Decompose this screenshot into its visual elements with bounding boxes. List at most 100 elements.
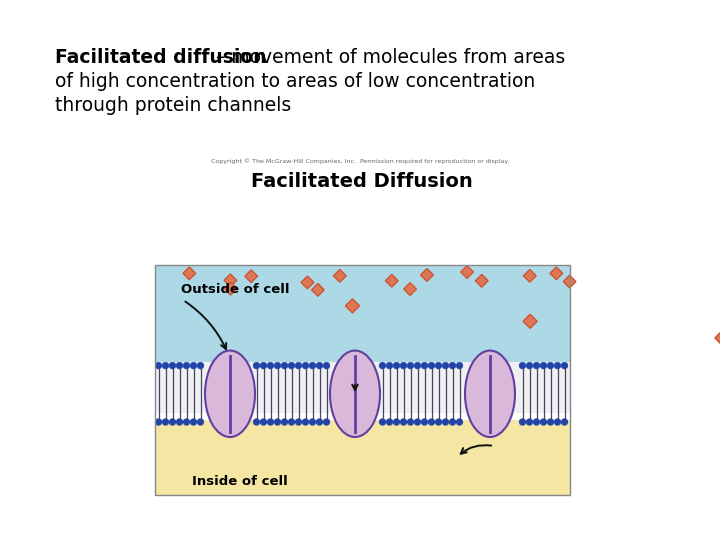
Text: Outside of cell: Outside of cell xyxy=(181,283,289,296)
Circle shape xyxy=(162,362,169,369)
Circle shape xyxy=(281,418,288,426)
Circle shape xyxy=(253,418,260,426)
Bar xyxy=(346,299,359,313)
Circle shape xyxy=(169,362,176,369)
Circle shape xyxy=(267,362,274,369)
Circle shape xyxy=(414,362,421,369)
Circle shape xyxy=(386,362,393,369)
Circle shape xyxy=(267,418,274,426)
Circle shape xyxy=(155,418,162,426)
Bar xyxy=(155,362,570,413)
Circle shape xyxy=(260,362,267,369)
Circle shape xyxy=(183,362,190,369)
Circle shape xyxy=(176,362,183,369)
Ellipse shape xyxy=(330,350,380,437)
Circle shape xyxy=(435,418,442,426)
Ellipse shape xyxy=(205,350,255,437)
Circle shape xyxy=(302,362,309,369)
Circle shape xyxy=(561,418,568,426)
Text: through protein channels: through protein channels xyxy=(55,96,292,115)
Circle shape xyxy=(162,418,169,426)
Circle shape xyxy=(253,362,260,369)
Bar xyxy=(155,420,570,495)
Bar xyxy=(155,265,570,368)
Circle shape xyxy=(519,418,526,426)
Circle shape xyxy=(407,418,414,426)
Circle shape xyxy=(449,362,456,369)
Bar xyxy=(404,282,416,295)
Circle shape xyxy=(428,418,435,426)
Circle shape xyxy=(260,418,267,426)
Circle shape xyxy=(281,362,288,369)
Circle shape xyxy=(526,362,533,369)
Bar xyxy=(312,284,324,296)
Circle shape xyxy=(533,362,540,369)
Bar xyxy=(183,267,196,280)
Circle shape xyxy=(155,362,162,369)
Circle shape xyxy=(295,418,302,426)
Circle shape xyxy=(169,418,176,426)
Circle shape xyxy=(442,418,449,426)
Circle shape xyxy=(442,362,449,369)
Circle shape xyxy=(274,362,281,369)
Circle shape xyxy=(414,418,421,426)
Circle shape xyxy=(533,418,540,426)
Circle shape xyxy=(540,418,547,426)
Bar xyxy=(550,267,562,280)
Circle shape xyxy=(456,418,463,426)
Circle shape xyxy=(176,418,183,426)
Circle shape xyxy=(309,362,316,369)
Circle shape xyxy=(456,362,463,369)
Circle shape xyxy=(288,362,295,369)
Circle shape xyxy=(288,418,295,426)
Circle shape xyxy=(323,362,330,369)
Bar xyxy=(715,331,720,345)
Circle shape xyxy=(421,362,428,369)
Circle shape xyxy=(400,418,407,426)
Circle shape xyxy=(400,362,407,369)
Circle shape xyxy=(435,362,442,369)
Ellipse shape xyxy=(465,350,515,437)
Circle shape xyxy=(197,362,204,369)
Circle shape xyxy=(302,418,309,426)
Circle shape xyxy=(393,362,400,369)
Bar xyxy=(461,266,474,279)
Text: – movement of molecules from areas: – movement of molecules from areas xyxy=(210,48,565,67)
Circle shape xyxy=(190,362,197,369)
Text: Copyright © The McGraw-Hill Companies, Inc.  Permission required for reproductio: Copyright © The McGraw-Hill Companies, I… xyxy=(211,158,509,164)
Bar xyxy=(301,276,314,289)
Bar xyxy=(385,274,398,287)
Circle shape xyxy=(183,418,190,426)
Circle shape xyxy=(561,362,568,369)
Circle shape xyxy=(547,418,554,426)
Text: Facilitated diffusion: Facilitated diffusion xyxy=(55,48,266,67)
Circle shape xyxy=(316,418,323,426)
Circle shape xyxy=(554,362,561,369)
Circle shape xyxy=(190,418,197,426)
Circle shape xyxy=(393,418,400,426)
Circle shape xyxy=(547,362,554,369)
Circle shape xyxy=(554,418,561,426)
Circle shape xyxy=(379,418,386,426)
Circle shape xyxy=(379,362,386,369)
Bar xyxy=(523,314,537,328)
Bar xyxy=(155,265,570,495)
Text: Inside of cell: Inside of cell xyxy=(192,475,288,488)
Circle shape xyxy=(421,418,428,426)
Bar xyxy=(563,275,576,288)
Bar xyxy=(224,274,237,287)
Text: of high concentration to areas of low concentration: of high concentration to areas of low co… xyxy=(55,72,535,91)
Circle shape xyxy=(323,418,330,426)
Bar xyxy=(475,274,488,287)
Circle shape xyxy=(197,418,204,426)
Circle shape xyxy=(526,418,533,426)
Circle shape xyxy=(386,418,393,426)
Bar xyxy=(245,270,258,282)
Circle shape xyxy=(309,418,316,426)
Circle shape xyxy=(428,362,435,369)
Circle shape xyxy=(519,362,526,369)
Bar xyxy=(333,269,346,282)
Circle shape xyxy=(295,362,302,369)
Bar xyxy=(224,282,237,295)
Circle shape xyxy=(407,362,414,369)
